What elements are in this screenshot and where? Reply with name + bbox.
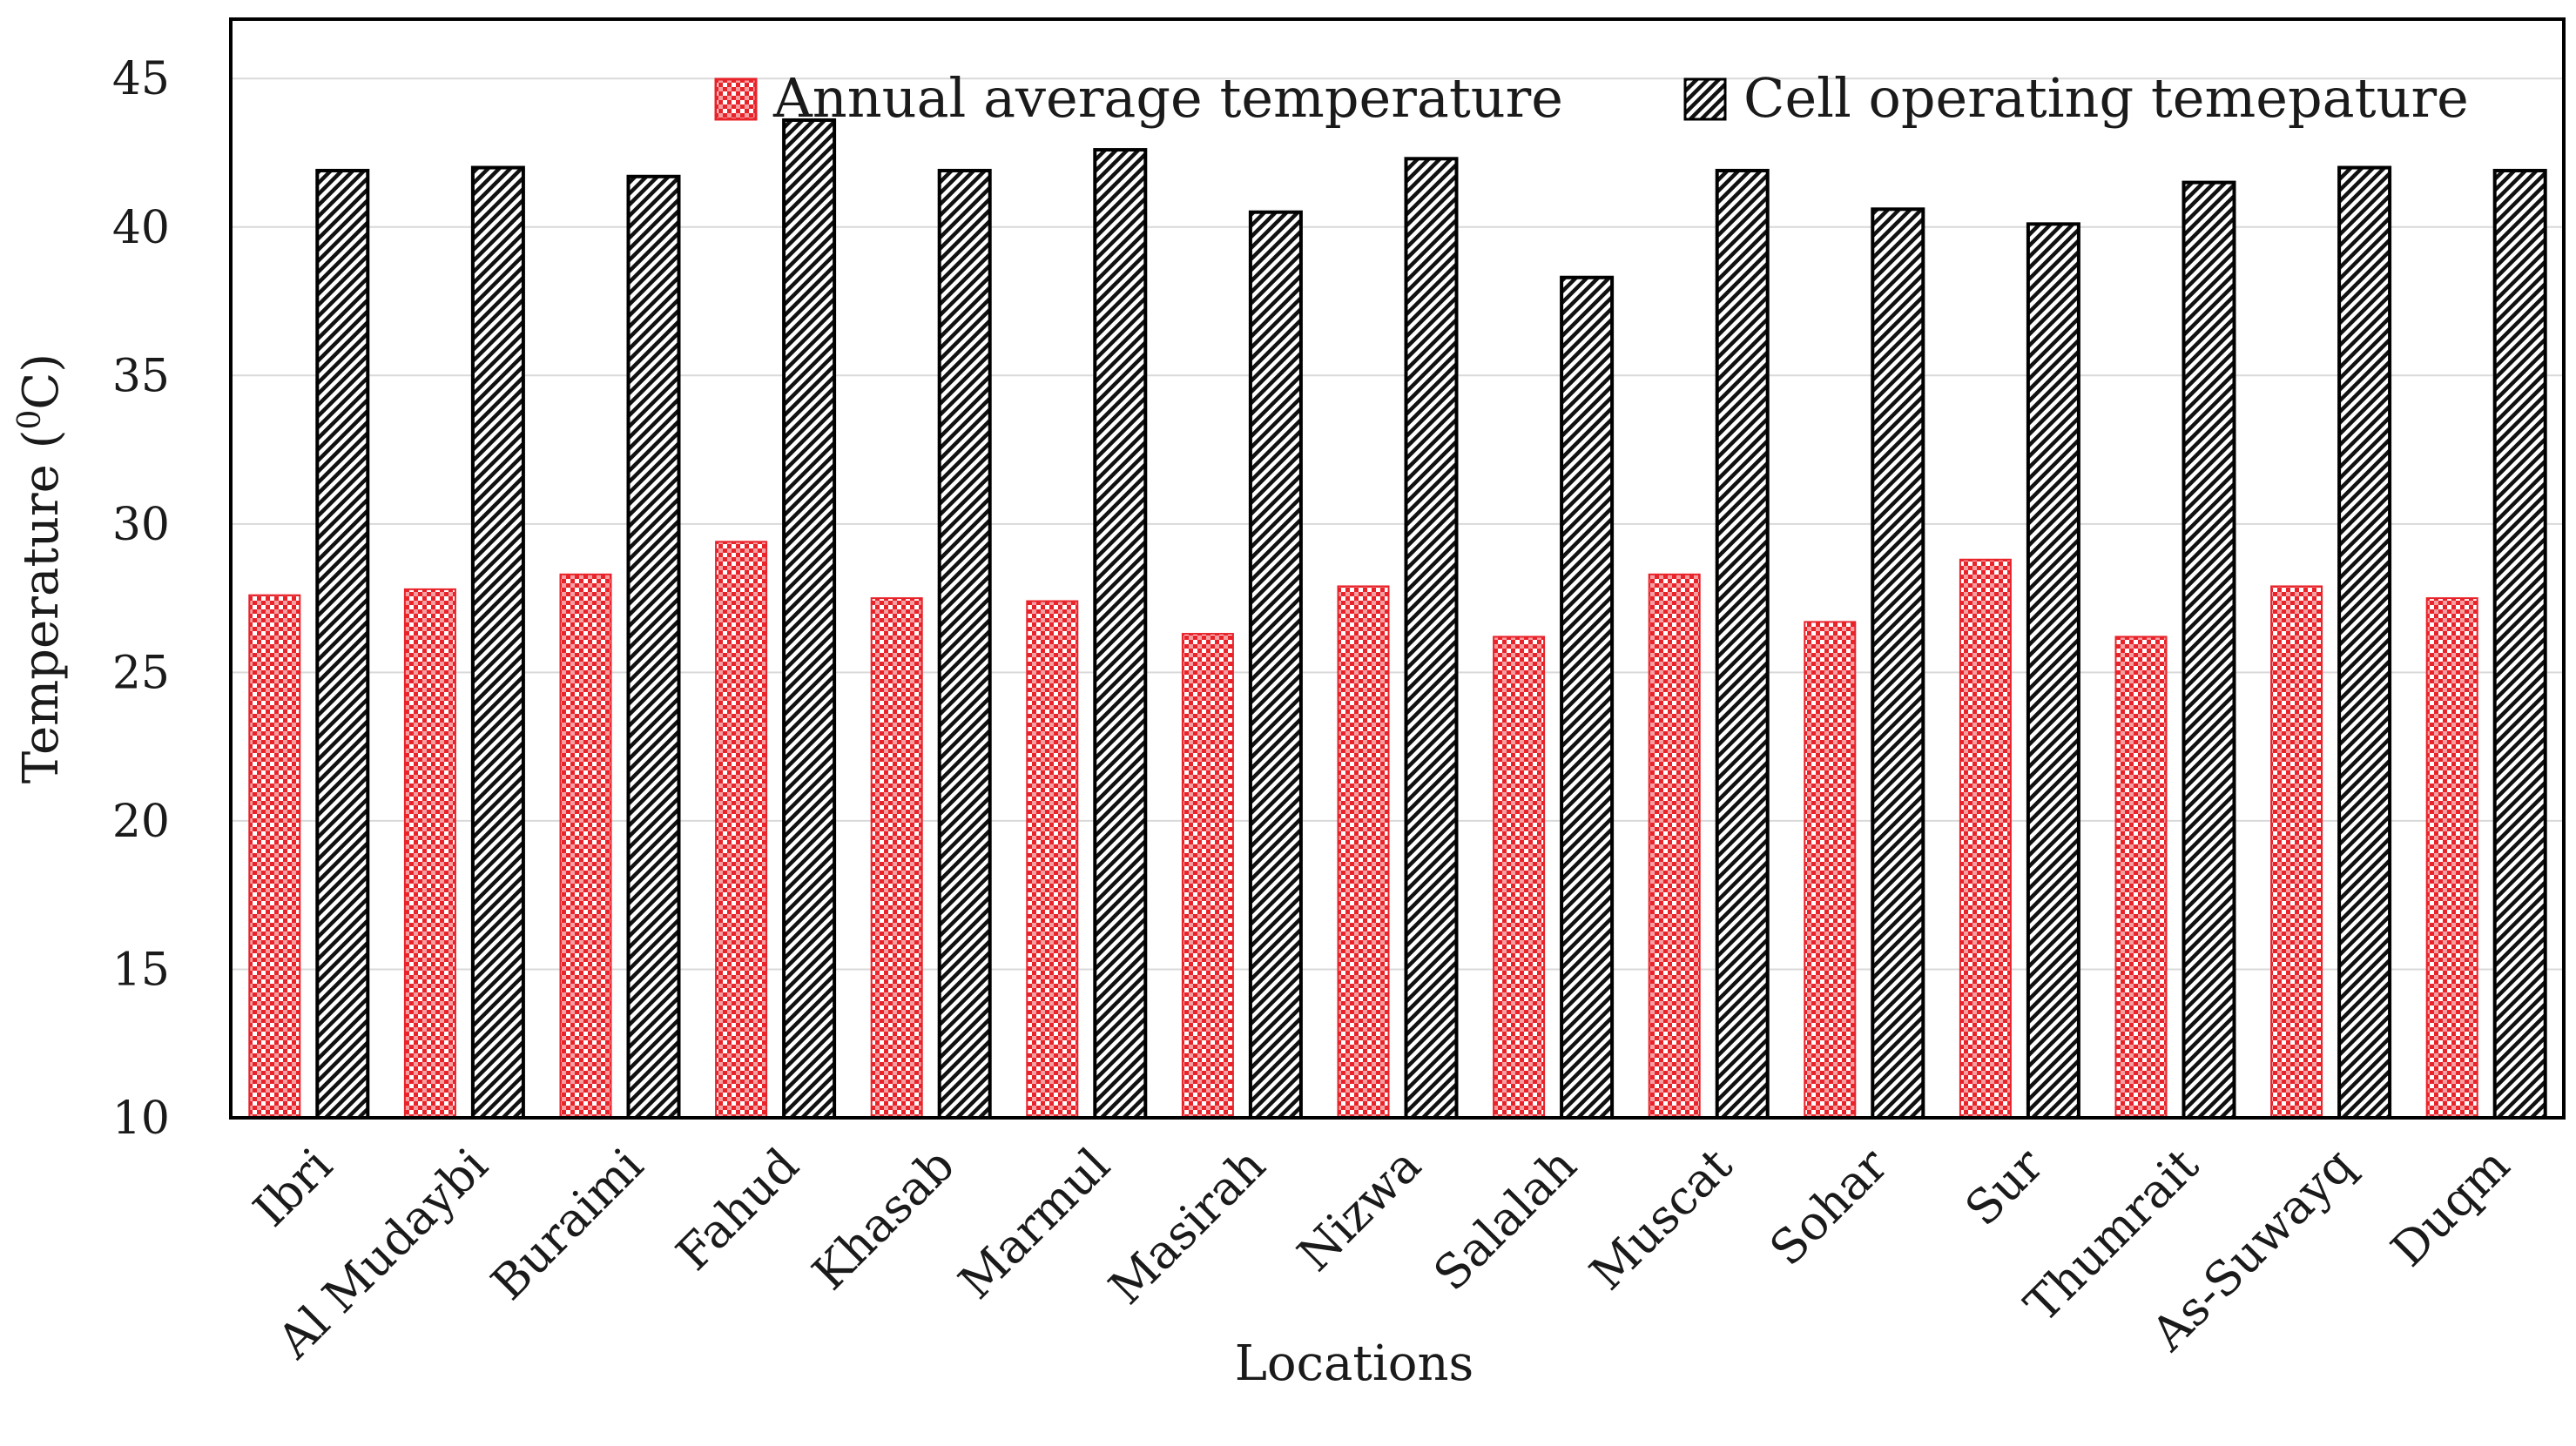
bar-cell-operating-as-suwayq — [2337, 165, 2392, 1120]
bar-cell-operating-nizwa — [1404, 157, 1459, 1120]
y-axis-title-main: Temperature ( — [13, 430, 70, 784]
legend-swatch-annual-average — [714, 77, 758, 121]
x-category-label: Buraimi — [481, 1138, 654, 1311]
legend-swatch-cell-operating — [1683, 77, 1727, 121]
bar-cell-operating-salalah — [1560, 275, 1615, 1120]
x-category-label: Duqm — [2380, 1138, 2519, 1277]
bar-cell-operating-al-mudaybi — [470, 165, 525, 1120]
y-tick-label: 10 — [112, 1093, 170, 1145]
bar-annual-average-sohar — [1804, 621, 1857, 1119]
x-category-label: Fahud — [665, 1138, 809, 1281]
y-tick-label: 20 — [112, 796, 170, 848]
bar-annual-average-sur — [1959, 558, 2012, 1119]
bar-cell-operating-sur — [2026, 222, 2080, 1120]
gridlines — [231, 77, 2564, 971]
x-category-label: Sur — [1955, 1138, 2054, 1237]
y-tick-label: 45 — [112, 53, 170, 105]
bar-annual-average-masirah — [1181, 633, 1234, 1119]
bar-cell-operating-muscat — [1715, 168, 1770, 1120]
bar-cell-operating-fahud — [782, 118, 837, 1120]
bar-annual-average-salalah — [1493, 636, 1546, 1119]
bar-annual-average-khasab — [870, 597, 923, 1119]
bar-annual-average-al-mudaybi — [403, 588, 456, 1119]
legend: Annual average temperature Cell operatin… — [714, 66, 2469, 130]
bar-cell-operating-khasab — [937, 168, 992, 1120]
bar-cell-operating-duqm — [2492, 168, 2547, 1120]
bar-annual-average-as-suwayq — [2270, 585, 2323, 1119]
x-category-label: Masirah — [1098, 1138, 1276, 1315]
plot-area-frame — [229, 17, 2566, 1120]
bar-cell-operating-marmul — [1093, 148, 1148, 1120]
bar-annual-average-marmul — [1026, 600, 1079, 1119]
x-axis-title: Locations — [1235, 1335, 1474, 1392]
x-category-label: Salalah — [1423, 1138, 1587, 1301]
legend-label-cell-operating: Cell operating temepature — [1743, 66, 2469, 130]
bar-annual-average-ibri — [248, 594, 301, 1119]
x-category-label: Khasab — [802, 1138, 965, 1301]
y-tick-label: 30 — [112, 499, 170, 551]
y-axis-ticks: 10 15 20 25 30 35 40 45 — [112, 53, 170, 1145]
x-category-label: Nizwa — [1287, 1138, 1432, 1282]
y-tick-label: 40 — [112, 202, 170, 254]
bar-annual-average-muscat — [1648, 573, 1701, 1119]
bar-annual-average-duqm — [2425, 597, 2478, 1119]
y-axis-title: Temperature (0C) — [12, 353, 70, 784]
legend-label-annual-average: Annual average temperature — [772, 66, 1563, 130]
bar-cell-operating-sohar — [1871, 207, 1925, 1120]
x-category-label: Marmul — [948, 1138, 1121, 1310]
bar-annual-average-fahud — [715, 541, 768, 1119]
y-tick-label: 25 — [112, 647, 170, 699]
x-category-label: Sohar — [1759, 1138, 1898, 1276]
bar-annual-average-nizwa — [1337, 585, 1390, 1119]
y-axis-title-unit: C) — [13, 353, 70, 410]
bar-cell-operating-masirah — [1248, 210, 1303, 1120]
y-tick-label: 35 — [112, 350, 170, 402]
bars — [248, 118, 2547, 1120]
x-category-label: Muscat — [1580, 1137, 1743, 1301]
y-tick-label: 15 — [112, 944, 170, 996]
bar-cell-operating-buraimi — [626, 174, 681, 1120]
bar-cell-operating-thumrait — [2182, 180, 2236, 1120]
bar-annual-average-buraimi — [559, 573, 612, 1119]
x-category-label: Ibri — [243, 1138, 343, 1238]
bar-annual-average-thumrait — [2114, 636, 2168, 1119]
y-axis-title-superscript: 0 — [12, 410, 48, 430]
bar-cell-operating-ibri — [315, 168, 370, 1120]
